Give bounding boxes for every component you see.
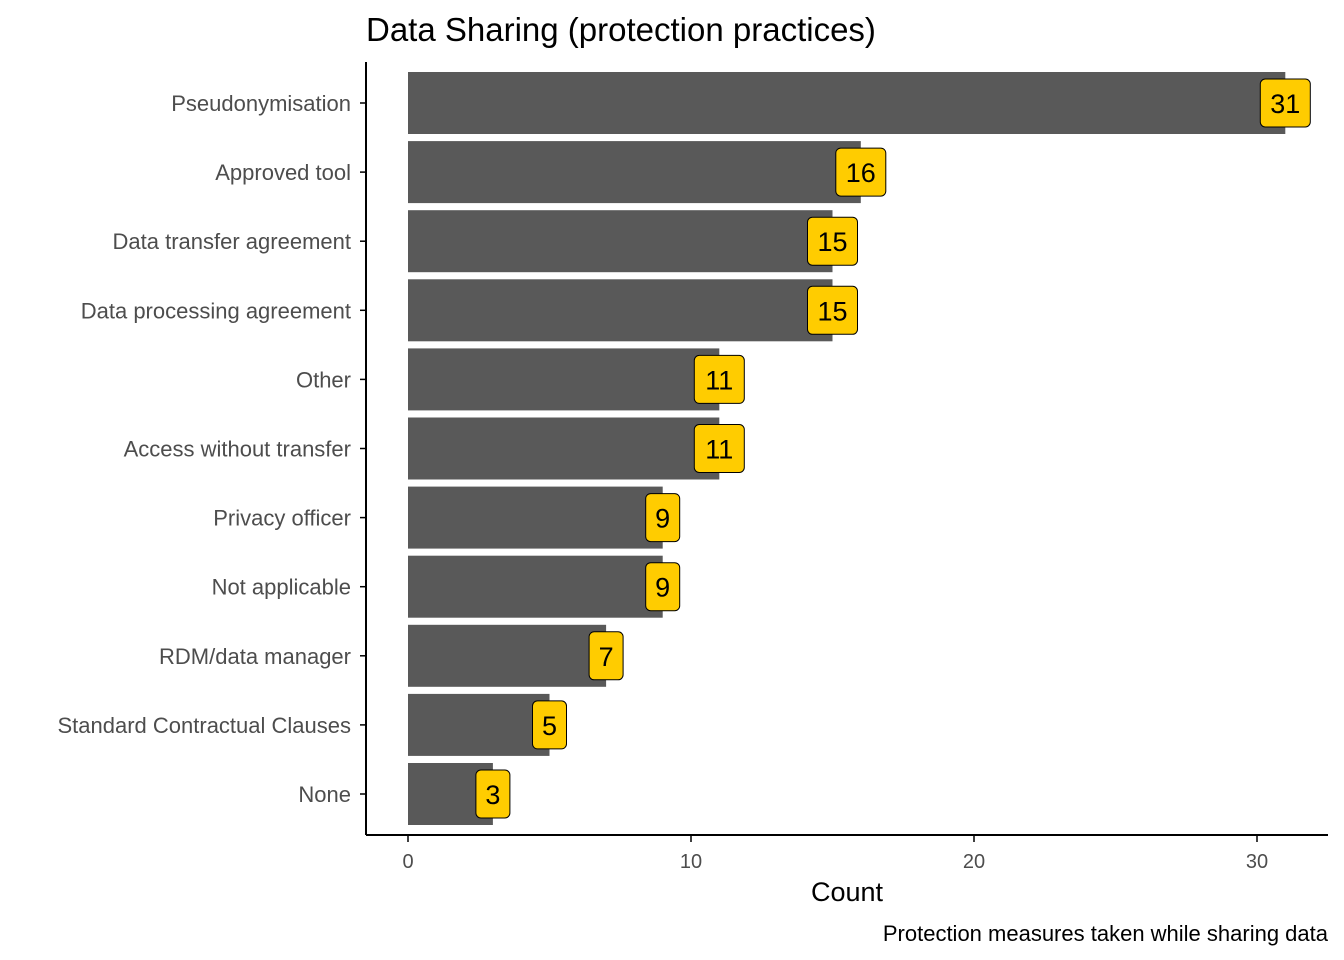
data-label-box xyxy=(532,700,567,750)
bar xyxy=(408,486,663,549)
data-label: 15 xyxy=(817,296,847,326)
category-label: Not applicable xyxy=(212,575,351,600)
data-label: 9 xyxy=(655,504,670,534)
category-label: Access without transfer xyxy=(124,437,351,462)
x-tick-label: 0 xyxy=(402,851,413,873)
category-label: None xyxy=(298,782,351,807)
category-labels-group: Pseudonymisation Approved tool Data transf… xyxy=(58,91,366,807)
bar xyxy=(408,693,550,756)
category-label: Data transfer agreement xyxy=(113,229,351,254)
bars-group xyxy=(408,72,1286,825)
data-label-box xyxy=(693,424,745,473)
x-tick-label: 30 xyxy=(1246,851,1268,873)
data-label: 31 xyxy=(1270,89,1300,119)
category-label: Pseudonymisation xyxy=(171,91,351,116)
category-label: Privacy officer xyxy=(213,506,351,531)
data-label-box xyxy=(693,354,745,404)
data-label-box xyxy=(835,147,887,197)
bar xyxy=(408,624,607,687)
data-label: 11 xyxy=(705,365,733,395)
bar xyxy=(408,141,861,204)
bar xyxy=(408,348,720,411)
x-ticks-group: 0 10 20 30 xyxy=(402,835,1268,873)
x-axis-title: Count xyxy=(811,877,884,907)
data-label-box xyxy=(588,631,624,681)
category-label: RDM/data manager xyxy=(159,644,351,669)
x-tick-label: 20 xyxy=(963,851,985,873)
bar xyxy=(408,417,720,480)
category-label: Data processing agreement xyxy=(81,298,351,323)
data-label: 16 xyxy=(846,158,876,188)
bar xyxy=(408,555,663,618)
data-label: 9 xyxy=(655,573,670,603)
data-label-box xyxy=(807,216,858,266)
data-labels-group: 31 16 15 15 11 11 9 9 7 5 3 xyxy=(475,78,1311,819)
data-label: 15 xyxy=(817,227,847,257)
chart-caption: Protection measures taken while sharing … xyxy=(883,921,1329,946)
category-label: Standard Contractual Clauses xyxy=(58,713,352,738)
data-label: 5 xyxy=(542,711,557,741)
category-label: Approved tool xyxy=(215,160,351,185)
data-label: 11 xyxy=(705,435,733,465)
category-label: Other xyxy=(296,367,351,392)
data-label-box xyxy=(645,562,681,612)
x-tick-label: 10 xyxy=(680,851,702,873)
bar xyxy=(408,72,1286,134)
data-label: 3 xyxy=(485,780,500,810)
data-label: 7 xyxy=(599,642,614,672)
data-label-box xyxy=(1259,78,1311,128)
bar xyxy=(408,210,833,273)
data-label-box xyxy=(475,769,511,819)
bar xyxy=(408,279,833,342)
data-label-box xyxy=(645,493,681,543)
data-label-box xyxy=(807,285,858,335)
chart-title: Data Sharing (protection practices) xyxy=(366,11,876,48)
